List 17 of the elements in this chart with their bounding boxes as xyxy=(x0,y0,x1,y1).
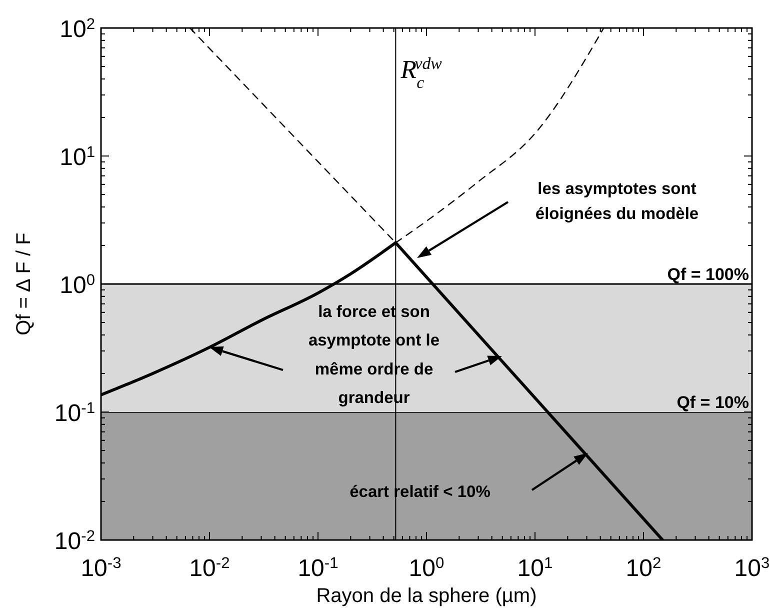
y-tick-label: 10$^{1}$ xyxy=(60,144,95,171)
y-tick-label: 10$^{0}$ xyxy=(60,272,96,299)
x-axis-title: Rayon de la sphere (µm) xyxy=(316,585,537,607)
x-tick-label: 10$^{3}$ xyxy=(734,554,769,582)
annotation: les asymptotes sont éloignées du modèle xyxy=(535,180,699,223)
x-tick-label: 10$^{0}$ xyxy=(408,554,445,582)
x-tick-label: 10$^{2}$ xyxy=(626,554,662,582)
x-tick-label: 10$^{1}$ xyxy=(517,554,553,582)
x-tick-label: 10$^{-3}$ xyxy=(80,554,122,582)
y-tick-label: 10$^{-2}$ xyxy=(54,528,95,555)
band-label: Qf = 10% xyxy=(676,393,749,412)
y-tick-label: 10$^{2}$ xyxy=(60,16,95,43)
x-tick-label: 10$^{-1}$ xyxy=(298,554,338,582)
x-tick-label: 10$^{-2}$ xyxy=(189,554,230,582)
y-axis-title: Qf = ∆ F / F xyxy=(13,232,35,336)
band-label: Qf = 100% xyxy=(667,265,749,284)
y-tick-label: 10$^{-1}$ xyxy=(54,400,95,427)
